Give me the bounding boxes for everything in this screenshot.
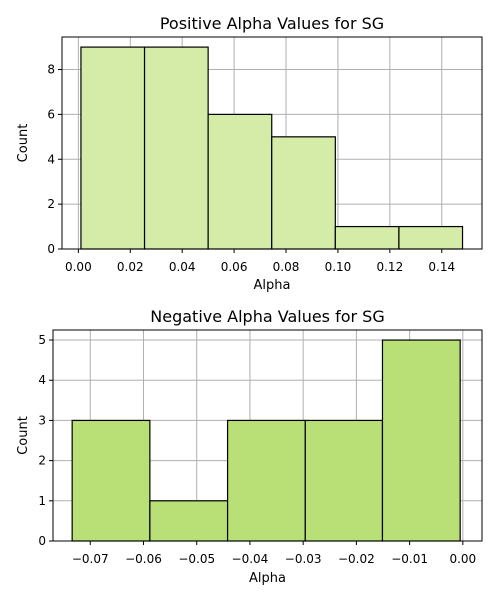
chart-0-bar-1	[143, 46, 209, 250]
chart-0-x-tick-label-4: 0.08	[273, 260, 300, 274]
chart-1-bar-2	[226, 419, 306, 542]
chart-1-x-tick-label-7: 0.00	[449, 552, 476, 566]
chart-1-y-tick-label-2: 2	[38, 454, 46, 468]
chart-1-y-tick-label-3: 3	[38, 413, 46, 427]
chart-0-title: Positive Alpha Values for SG	[160, 14, 384, 33]
chart-1-y-tick-label-5: 5	[38, 333, 46, 347]
chart-0-y-tick-label-1: 2	[47, 197, 55, 211]
chart-1-plot-frame	[52, 329, 483, 542]
chart-0-bar-2	[207, 113, 273, 250]
chart-0-y-tick-label-2: 4	[47, 152, 55, 166]
chart-1-bar-3	[304, 419, 384, 542]
chart-0-x-tick-label-2: 0.04	[169, 260, 196, 274]
chart-0-y-tick-label-3: 6	[47, 107, 55, 121]
chart-1-x-tick-label-5: −0.02	[338, 552, 375, 566]
chart-1-y-tick-label-1: 1	[38, 494, 46, 508]
chart-1-x-tick-label-3: −0.04	[232, 552, 269, 566]
chart-0-bar-5	[398, 225, 464, 250]
chart-1-y-tick-label-4: 4	[38, 373, 46, 387]
chart-0-x-tick-label-5: 0.10	[325, 260, 352, 274]
chart-1-x-tick-label-0: −0.07	[72, 552, 109, 566]
histogram-negative-alpha: −0.07 −0.06 −0.05 −0.04 −0.03 −0.02 −0.01 0.00 0…	[16, 307, 483, 586]
chart-0-x-tick-label-1: 0.02	[117, 260, 144, 274]
chart-0-x-tick-label-6: 0.12	[376, 260, 403, 274]
chart-0-bar-0	[80, 46, 146, 250]
chart-0-y-tick-label-0: 0	[47, 242, 55, 256]
chart-0-y-axis-label: Count	[16, 124, 31, 163]
chart-0-bar-3	[271, 136, 336, 250]
chart-0-x-axis-label: Alpha	[254, 278, 291, 293]
chart-1-x-axis-label: Alpha	[249, 571, 286, 586]
chart-1-x-tick-label-2: −0.05	[178, 552, 215, 566]
chart-1-bar-4	[381, 339, 461, 542]
chart-0-bar-4	[334, 225, 400, 250]
chart-0-plot-frame	[61, 36, 483, 250]
chart-0-x-tick-label-7: 0.14	[428, 260, 455, 274]
chart-1-bar-0	[71, 419, 151, 542]
histogram-positive-alpha: 0.00 0.02 0.04 0.06 0.08 0.10 0.12 0.14 0 2 4 6 8 Pos…	[16, 14, 483, 293]
chart-0-y-tick-label-4: 8	[47, 63, 55, 77]
chart-1-x-tick-label-4: −0.03	[285, 552, 322, 566]
chart-1-y-tick-label-0: 0	[38, 534, 46, 548]
chart-1-y-axis-label: Count	[16, 416, 31, 455]
chart-1-bar-1	[149, 500, 229, 542]
chart-1-x-tick-label-6: −0.01	[391, 552, 428, 566]
chart-0-x-tick-label-3: 0.06	[221, 260, 248, 274]
chart-1-x-tick-label-1: −0.06	[125, 552, 162, 566]
chart-1-title: Negative Alpha Values for SG	[150, 307, 384, 326]
chart-0-x-tick-label-0: 0.00	[65, 260, 92, 274]
